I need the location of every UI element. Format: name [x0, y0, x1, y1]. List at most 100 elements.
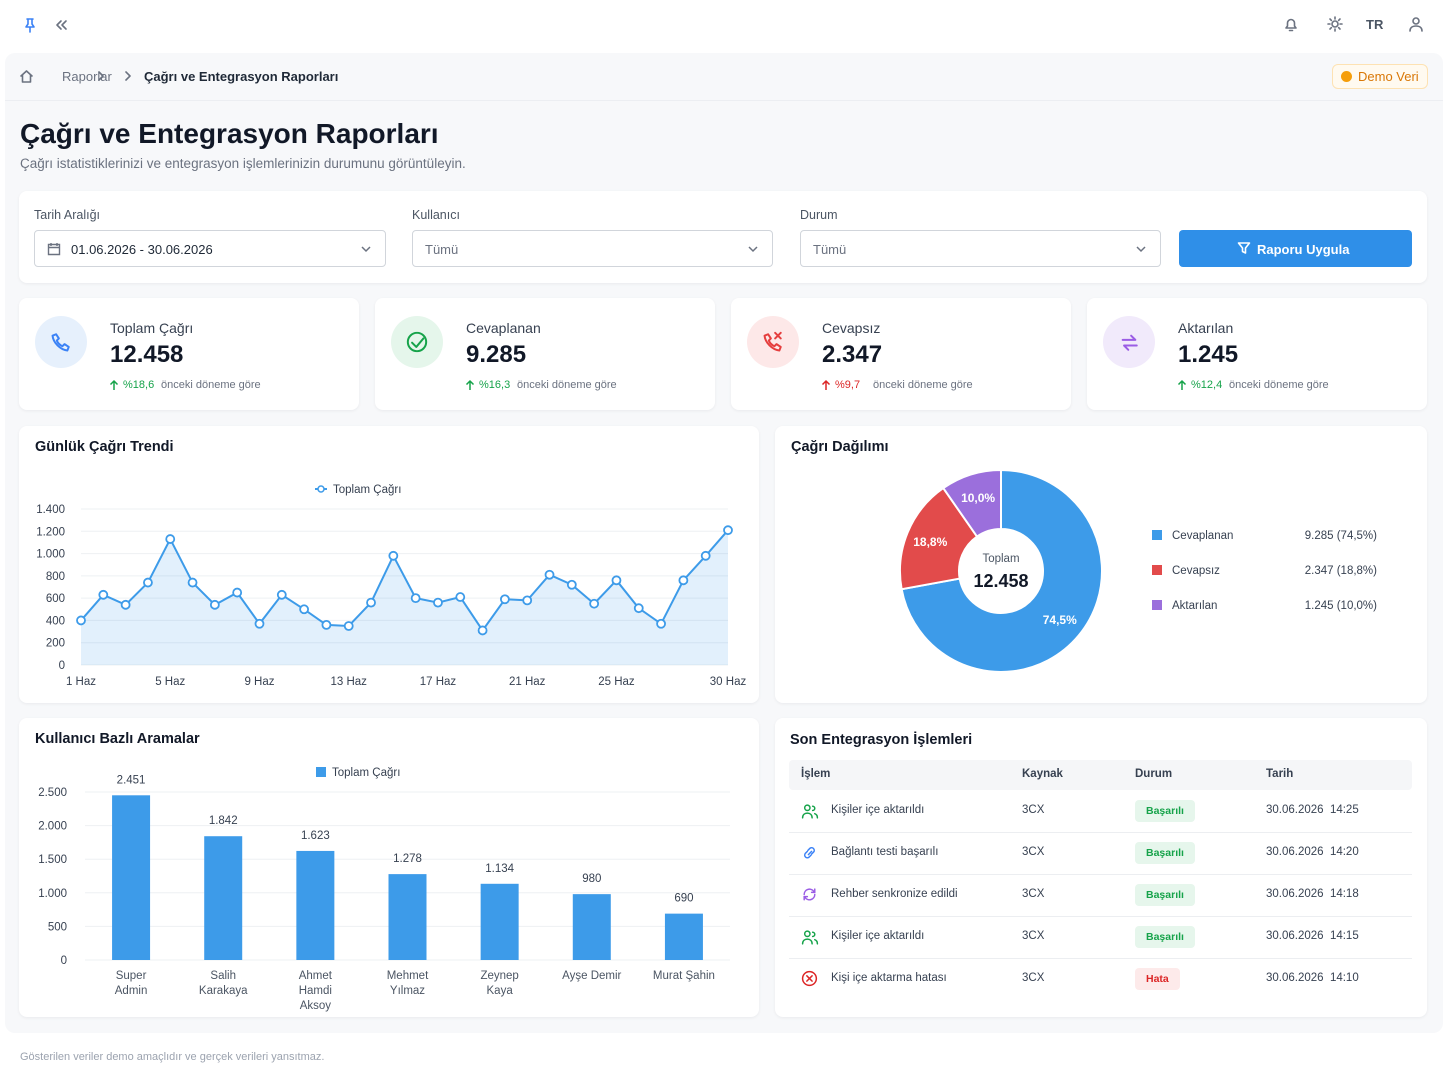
kpi-note: önceki döneme göre: [517, 379, 617, 391]
table-card: Son Entegrasyon İşlemleri İşlem Kaynak Duru…: [775, 718, 1427, 1017]
point: [120, 599, 131, 610]
kpi-title: Cevaplanan: [466, 320, 541, 336]
theme-icon[interactable]: [1326, 15, 1344, 33]
area: [81, 530, 728, 665]
kpi-glyph: [406, 331, 428, 353]
table-cell: 30.06.2026 14:15: [1266, 930, 1359, 942]
x-tick-label: 1 Haz: [66, 676, 96, 688]
x-tick-label: Ahmet Hamdi Aksoy: [298, 970, 332, 1012]
legend-marker: [317, 485, 325, 493]
kpi-value: 1.245: [1178, 341, 1239, 368]
column-header: İşlem: [801, 768, 831, 780]
apply-button-label[interactable]: Raporu Uygula: [1257, 242, 1350, 257]
chart-svg: 0 500 1.000 1.500 2.000 2.500 2.451 1.842 1.623 1…: [38, 767, 730, 967]
bar: [204, 836, 243, 960]
apply-button[interactable]: [1179, 230, 1412, 267]
kpi-note: önceki döneme göre: [873, 379, 973, 391]
table-cell: Kişi içe aktarma hatası: [831, 972, 947, 984]
row-icon: [803, 888, 816, 901]
trend-arrow: [1177, 379, 1187, 390]
y-tick-label: 0: [59, 660, 65, 672]
pie-slice: [899, 486, 979, 591]
y-tick-label: 1.200: [36, 526, 65, 538]
chart-card: 74,5% Cevaplanan 9.285 (74,5%) 18,8% Cevapsı…: [775, 426, 1427, 703]
slice-label: 10,0%: [961, 491, 995, 505]
filter-value: Tümü: [425, 242, 459, 257]
point: [232, 587, 243, 598]
filter-select[interactable]: Tümü: [800, 230, 1161, 267]
x-tick-label: Zeynep Kaya: [480, 970, 519, 997]
table-cell: Kişiler içe aktarıldı: [831, 804, 925, 816]
point: [522, 595, 533, 606]
user-icon[interactable]: [1407, 15, 1425, 33]
glyph: [801, 930, 819, 945]
chevron: [125, 71, 131, 81]
column-header: Durum: [1135, 768, 1173, 780]
legend-label: Toplam Çağrı: [333, 484, 401, 496]
y-tick-label: 2.000: [38, 821, 67, 833]
kpi-title: Aktarılan: [1178, 320, 1234, 336]
row-icon: [801, 970, 818, 987]
point: [410, 593, 421, 604]
column-header: Tarih: [1266, 768, 1294, 780]
point: [276, 589, 287, 600]
collapse-icon[interactable]: [52, 16, 70, 34]
kpi-note: önceki döneme göre: [1229, 379, 1329, 391]
point: [499, 594, 510, 605]
point: [633, 603, 644, 614]
chevron-down: [748, 246, 758, 253]
table-cell: 30.06.2026 14:25: [1266, 804, 1359, 816]
glyph: [763, 331, 782, 352]
x-tick-label: 21 Haz: [509, 676, 546, 688]
legend-swatch: [1152, 530, 1162, 540]
kpi-card: Toplam Çağrı 12.458 %18,6 önceki döneme gör…: [19, 298, 359, 410]
status-badge: Hata: [1135, 968, 1180, 990]
table-cell: Kişiler içe aktarıldı: [831, 930, 925, 942]
y-tick-label: 400: [46, 615, 65, 627]
chart-title: Günlük Çağrı Trendi: [35, 439, 174, 455]
glyph: [801, 804, 819, 819]
bell-icon[interactable]: [1282, 15, 1300, 33]
footer-note: Gösterilen veriler demo amaçlıdır ve ger…: [20, 1051, 325, 1063]
filter-value: Tümü: [813, 242, 847, 257]
value-label: 980: [582, 873, 601, 885]
pin-icon[interactable]: [21, 16, 39, 34]
slice-label: 18,8%: [913, 535, 947, 549]
chart-title: Kullanıcı Bazlı Aramalar: [35, 731, 200, 747]
filter-label: Tarih Aralığı: [34, 208, 101, 222]
x-tick-label: 25 Haz: [598, 676, 635, 688]
kpi-card: Cevaplanan 9.285 %16,3 önceki döneme göre: [375, 298, 715, 410]
legend-value: 2.347 (18,8%): [1305, 565, 1377, 577]
chart-svg: 0 200 400 600 800 1.000 1.200 1.400 1 Haz 5 Haz 9 …: [36, 484, 747, 688]
filter-select[interactable]: 01.06.2026 - 30.06.2026: [34, 230, 386, 267]
row-divider: [789, 958, 1412, 959]
dropdown-icon: [361, 246, 371, 253]
legend-label: Toplam Çağrı: [332, 767, 400, 779]
kpi-value: 12.458: [110, 341, 184, 368]
table-cell: 30.06.2026 14:20: [1266, 846, 1359, 858]
breadcrumb-item[interactable]: Raporlar: [62, 69, 112, 84]
kpi-glyph: [51, 333, 70, 352]
row-icon: [801, 804, 819, 819]
table-title: Son Entegrasyon İşlemleri: [790, 732, 973, 748]
line: [80, 529, 729, 633]
glyph: [411, 337, 425, 348]
table-cell: 3CX: [1022, 930, 1045, 942]
point: [143, 577, 153, 588]
x-tick-label: 30 Haz: [710, 676, 747, 688]
filter-select[interactable]: Tümü: [412, 230, 773, 267]
page-title: Çağrı ve Entegrasyon Raporları: [20, 118, 439, 149]
chart-card: 0 200 400 600 800 1.000 1.200 1.400 1 Haz 5 Haz 9 …: [19, 426, 759, 703]
glyph: [1121, 334, 1138, 351]
point: [187, 577, 198, 588]
kpi-glyph: [1121, 334, 1138, 351]
legend-value: 9.285 (74,5%): [1305, 530, 1377, 542]
language[interactable]: TR: [1366, 17, 1384, 32]
home-icon[interactable]: [18, 68, 35, 85]
x-tick-label: 9 Haz: [244, 676, 274, 688]
chart-title: Çağrı Dağılımı: [791, 439, 889, 455]
dropdown-icon: [1136, 246, 1146, 253]
x-tick-label: Murat Şahin: [652, 970, 715, 982]
y-tick-label: 1.000: [36, 549, 65, 561]
